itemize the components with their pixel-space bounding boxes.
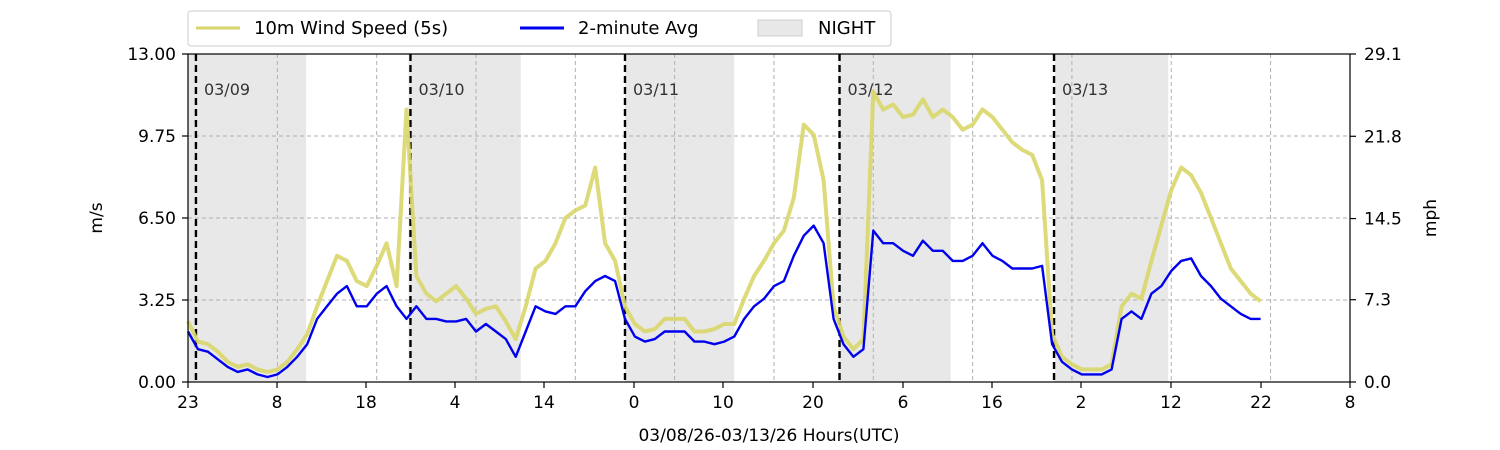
x-tick-label: 8 [1345, 393, 1356, 413]
y-right-tick-label: 21.8 [1364, 127, 1402, 147]
y-right-axis-title: mph [1421, 199, 1441, 237]
series-wind-speed-line [186, 89, 1262, 374]
x-tick-label: 16 [981, 393, 1003, 413]
y-tick-label: 0.00 [138, 373, 176, 393]
series-layer [186, 89, 1262, 379]
x-axis-ticks: 23 8 18 4 14 0 10 20 6 16 2 12 22 8 [177, 382, 1355, 413]
grid-lines [188, 54, 1350, 382]
x-axis-title: 03/08/26-03/13/26 Hours(UTC) [638, 426, 899, 446]
x-tick-label: 0 [629, 393, 640, 413]
y-right-axis-ticks: 0.0 7.3 14.5 21.8 29.1 [1350, 45, 1402, 393]
x-tick-label: 14 [533, 393, 555, 413]
x-tick-label: 10 [712, 393, 734, 413]
x-tick-label: 8 [272, 393, 283, 413]
y-tick-label: 13.00 [127, 45, 176, 65]
y-axis-ticks: 0.00 3.25 6.50 9.75 13.00 [127, 45, 188, 393]
y-right-tick-label: 14.5 [1364, 210, 1402, 230]
day-marker-label: 03/10 [418, 80, 464, 99]
legend-label-wind-speed: 10m Wind Speed (5s) [254, 18, 448, 39]
y-right-tick-label: 7.3 [1364, 291, 1391, 311]
y-tick-label: 6.50 [138, 209, 176, 229]
legend-label-night: NIGHT [818, 18, 876, 39]
x-tick-label: 4 [450, 393, 461, 413]
x-tick-label: 23 [177, 393, 199, 413]
y-right-tick-label: 0.0 [1364, 373, 1391, 393]
series-2min-avg-line [186, 224, 1261, 379]
x-tick-label: 20 [802, 393, 824, 413]
y-tick-label: 3.25 [138, 291, 176, 311]
x-tick-label: 22 [1250, 393, 1272, 413]
legend: 10m Wind Speed (5s) 2-minute Avg NIGHT [187, 10, 892, 47]
day-markers: 03/09 03/10 03/11 03/12 03/13 [194, 54, 1108, 382]
day-marker-label: 03/09 [204, 80, 250, 99]
legend-label-2min-avg: 2-minute Avg [578, 18, 699, 39]
y-axis-title: m/s [87, 202, 107, 233]
x-tick-label: 6 [898, 393, 909, 413]
y-tick-label: 9.75 [138, 127, 176, 147]
legend-swatch-night [757, 19, 803, 37]
day-marker-label: 03/11 [633, 80, 679, 99]
x-tick-label: 12 [1160, 393, 1182, 413]
x-tick-label: 2 [1076, 393, 1087, 413]
y-right-tick-label: 29.1 [1364, 45, 1402, 65]
day-marker-label: 03/13 [1062, 80, 1108, 99]
x-tick-label: 18 [355, 393, 377, 413]
day-marker-label: 03/12 [848, 80, 894, 99]
